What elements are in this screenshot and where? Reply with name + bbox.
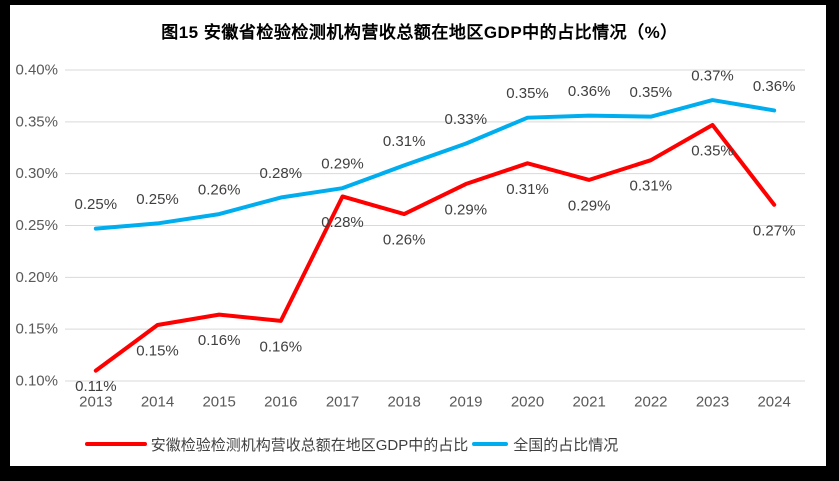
data-label: 0.29% — [445, 202, 488, 219]
data-label: 0.27% — [753, 222, 796, 239]
y-tick-label: 0.15% — [15, 321, 58, 338]
chart-title: 图15 安徽省检验检测机构营收总额在地区GDP中的占比情况（%） — [161, 23, 678, 42]
x-tick-label: 2015 — [202, 394, 235, 411]
data-label: 0.33% — [445, 111, 488, 128]
data-label: 0.35% — [691, 142, 734, 159]
y-tick-label: 0.30% — [15, 165, 58, 182]
data-label: 0.28% — [260, 165, 303, 182]
x-tick-label: 2019 — [449, 394, 482, 411]
x-tick-label: 2016 — [264, 394, 297, 411]
x-tick-label: 2023 — [696, 394, 729, 411]
x-tick-label: 2024 — [757, 394, 790, 411]
chart-legend: 安徽检验检测机构营收总额在地区GDP中的占比 全国的占比情况 — [0, 433, 839, 455]
x-tick-label: 2018 — [387, 394, 420, 411]
data-label: 0.31% — [383, 133, 426, 150]
y-tick-label: 0.10% — [15, 373, 58, 390]
x-tick-label: 2022 — [634, 394, 667, 411]
data-label: 0.36% — [753, 78, 796, 95]
data-label: 0.15% — [136, 343, 179, 360]
x-tick-label: 2014 — [141, 394, 174, 411]
legend-line-swatch-anhui — [84, 442, 147, 446]
x-tick-label: 2020 — [511, 394, 544, 411]
window-frame-bottom — [0, 466, 839, 481]
x-tick-label: 2017 — [326, 394, 359, 411]
series-line-anhui — [93, 122, 777, 373]
window-frame-right — [826, 0, 839, 481]
window-frame-left — [0, 0, 10, 481]
y-tick-label: 0.20% — [15, 269, 58, 286]
data-label: 0.28% — [321, 214, 364, 231]
data-label: 0.37% — [691, 68, 734, 85]
legend-label-anhui: 安徽检验检测机构营收总额在地区GDP中的占比 — [150, 436, 469, 454]
data-label: 0.36% — [568, 83, 611, 100]
data-label: 0.16% — [260, 338, 303, 355]
data-label: 0.16% — [198, 332, 241, 349]
data-label: 0.29% — [568, 197, 611, 214]
data-label: 0.26% — [383, 232, 426, 249]
window-frame-top — [0, 0, 839, 5]
series-line-national — [93, 98, 777, 231]
y-tick-label: 0.40% — [15, 62, 58, 79]
data-label: 0.35% — [630, 84, 673, 101]
data-label: 0.25% — [136, 191, 179, 208]
data-label: 0.31% — [630, 178, 673, 195]
data-label: 0.35% — [506, 85, 549, 102]
data-label: 0.31% — [506, 181, 549, 198]
data-label: 0.25% — [75, 196, 118, 213]
x-tick-label: 2021 — [572, 394, 605, 411]
data-label: 0.26% — [198, 182, 241, 199]
y-tick-label: 0.25% — [15, 217, 58, 234]
data-label: 0.11% — [75, 378, 116, 395]
y-tick-label: 0.35% — [15, 113, 58, 130]
x-tick-label: 2013 — [79, 394, 112, 411]
data-label: 0.29% — [321, 156, 364, 173]
legend-line-swatch-national — [472, 442, 509, 446]
legend-label-national: 全国的占比情况 — [513, 436, 619, 454]
